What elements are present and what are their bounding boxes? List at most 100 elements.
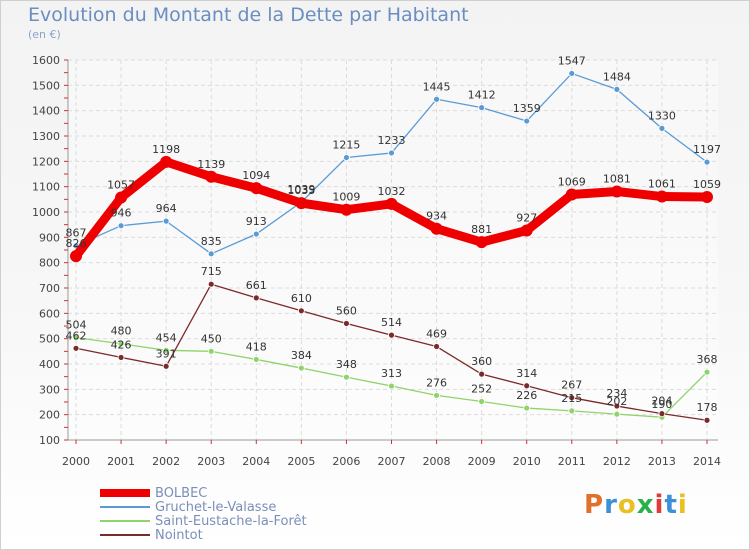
y-tick-label: 200 — [39, 409, 60, 422]
data-label: 1069 — [558, 176, 586, 189]
data-point — [295, 197, 308, 210]
legend-label-nointot: Nointot — [155, 527, 203, 543]
data-label: 314 — [516, 367, 537, 380]
data-label: 234 — [606, 387, 627, 400]
logo-letter: o — [617, 490, 637, 520]
data-label: 913 — [246, 215, 267, 228]
logo-letter: P — [584, 490, 605, 520]
data-label: 927 — [516, 211, 537, 224]
data-point — [297, 364, 305, 372]
data-point — [658, 410, 666, 418]
legend-item-nointot: Nointot — [100, 527, 203, 543]
legend-label-bolbec: BOLBEC — [155, 485, 208, 501]
data-label: 610 — [291, 292, 312, 305]
data-label: 480 — [111, 325, 132, 338]
data-point — [117, 340, 125, 348]
data-point — [433, 392, 440, 399]
data-label: 1197 — [693, 143, 721, 156]
data-label: 867 — [66, 227, 87, 240]
data-point — [523, 117, 531, 125]
data-label: 934 — [426, 210, 447, 223]
data-label: 178 — [697, 401, 718, 414]
y-tick-label: 300 — [39, 383, 60, 396]
data-point — [115, 191, 128, 204]
data-label: 1233 — [378, 134, 406, 147]
data-label: 1035 — [287, 184, 315, 197]
logo-letter: r — [604, 490, 618, 520]
x-tick-label: 2005 — [287, 455, 315, 468]
logo-letter: x — [636, 490, 655, 520]
data-label: 1547 — [558, 54, 586, 67]
data-point — [162, 346, 170, 354]
data-label: 835 — [201, 235, 222, 248]
data-point — [162, 217, 170, 225]
x-tick-label: 2014 — [693, 455, 721, 468]
data-point — [252, 230, 260, 238]
data-label: 202 — [606, 395, 627, 408]
x-tick-label: 2009 — [468, 455, 496, 468]
legend-item-saint-eustache: Saint-Eustache-la-Forêt — [100, 514, 307, 529]
data-label: 426 — [111, 338, 132, 351]
y-tick-label: 100 — [39, 434, 60, 447]
data-label: 391 — [156, 347, 177, 360]
y-tick-label: 1300 — [32, 130, 60, 143]
legend-label-gruchet: Gruchet-le-Valasse — [155, 499, 277, 515]
data-point — [252, 356, 260, 363]
data-point — [475, 236, 488, 249]
data-point — [613, 402, 621, 410]
data-point — [613, 85, 621, 93]
x-tick-label: 2003 — [197, 455, 225, 468]
data-label: 204 — [651, 395, 672, 408]
data-label: 368 — [697, 353, 718, 366]
data-label: 560 — [336, 304, 357, 317]
data-point — [162, 362, 170, 370]
data-point — [297, 307, 305, 315]
legend-swatch-nointot — [100, 534, 150, 536]
data-label: 450 — [201, 332, 222, 345]
data-point — [72, 334, 80, 342]
legend-swatch-bolbec — [100, 489, 150, 497]
data-point — [388, 382, 395, 390]
y-tick-label: 500 — [39, 333, 60, 346]
y-tick-label: 1600 — [32, 54, 60, 67]
x-tick-label: 2012 — [603, 455, 631, 468]
data-point — [343, 154, 350, 161]
logo-letter: i — [677, 490, 688, 520]
data-point — [613, 410, 621, 418]
data-point — [160, 155, 173, 168]
data-point — [478, 398, 486, 405]
data-label: 313 — [381, 367, 402, 380]
data-point — [207, 250, 215, 258]
data-point — [568, 394, 576, 402]
data-label: 1198 — [152, 143, 180, 156]
data-label: 1057 — [107, 179, 135, 192]
y-tick-label: 400 — [39, 358, 60, 371]
data-point — [703, 416, 711, 424]
data-label: 1359 — [513, 102, 541, 115]
data-label: 360 — [471, 355, 492, 368]
data-label: 226 — [516, 389, 537, 402]
data-point — [72, 344, 80, 352]
data-point — [343, 373, 350, 381]
data-label: 418 — [246, 340, 267, 353]
data-point — [250, 182, 263, 195]
x-tick-label: 2011 — [558, 455, 586, 468]
data-label: 348 — [336, 358, 357, 371]
data-label: 1061 — [648, 178, 676, 191]
data-point — [70, 250, 82, 263]
data-label: 946 — [111, 207, 132, 220]
data-point — [658, 124, 666, 132]
y-tick-label: 1400 — [32, 105, 60, 118]
logo-letter: i — [654, 490, 665, 520]
data-label: 1445 — [423, 80, 451, 93]
data-label: 1215 — [332, 139, 360, 152]
data-label: 715 — [201, 265, 222, 278]
data-point — [207, 347, 215, 355]
data-point — [252, 294, 260, 302]
legend-item-gruchet: Gruchet-le-Valasse — [100, 499, 277, 515]
y-tick-label: 800 — [39, 257, 60, 270]
data-point — [430, 222, 443, 235]
data-point — [655, 190, 668, 203]
data-label: 384 — [291, 349, 312, 362]
